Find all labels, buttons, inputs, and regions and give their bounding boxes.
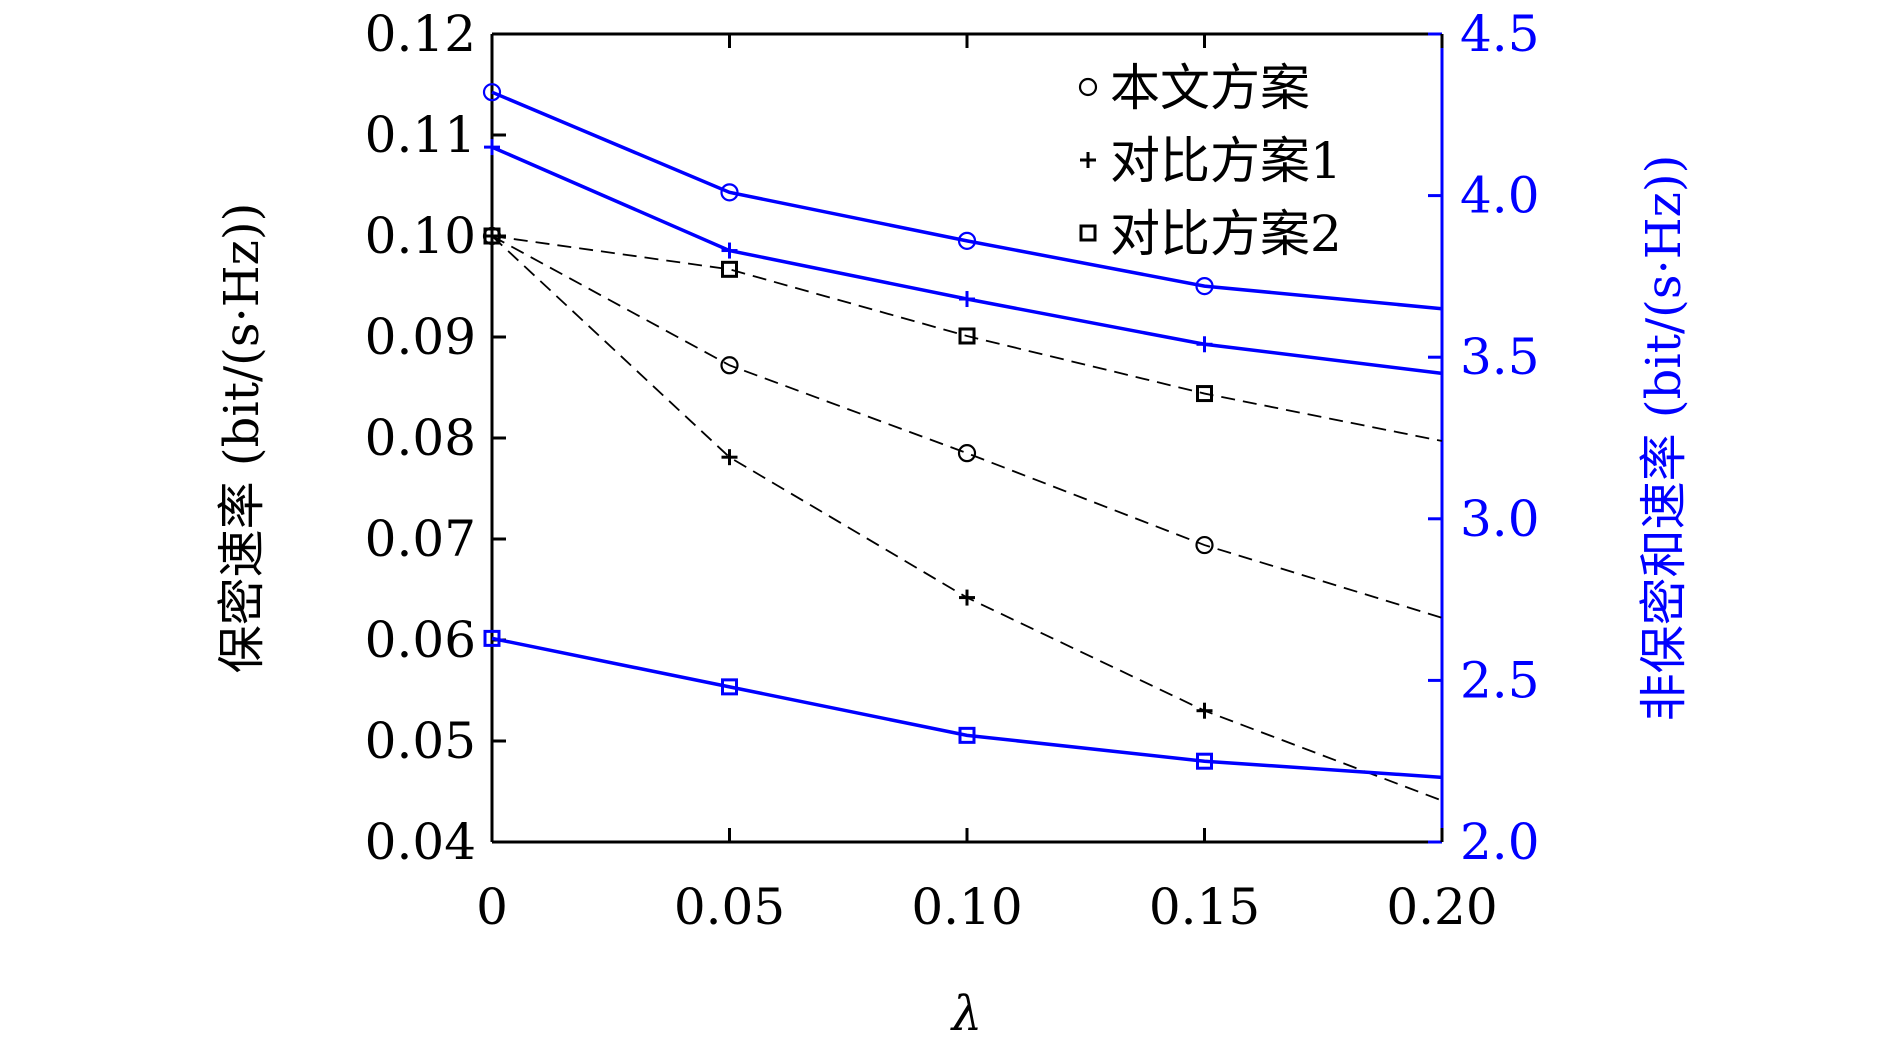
left-y-tick-label: 0.08: [365, 409, 476, 467]
legend-entry-label: 对比方案1: [1110, 132, 1342, 190]
series-line-left-circle: [491, 235, 1443, 619]
left-y-tick-label: 0.04: [365, 813, 476, 871]
plus-marker: [721, 242, 738, 259]
x-tick-label: 0.15: [1149, 878, 1260, 936]
plus-marker: [1196, 702, 1213, 719]
square-marker: [483, 227, 501, 245]
circle-marker: [482, 83, 502, 102]
left-y-tick-label: 0.07: [365, 510, 476, 568]
square-marker: [958, 726, 976, 744]
series-group: [482, 83, 1443, 802]
plus-marker: [959, 589, 975, 606]
series-line-right-square: [491, 636, 1443, 780]
left-y-axis-label: 保密速率 (bit/(s·Hz)): [214, 203, 270, 674]
plus-marker: [721, 449, 738, 466]
right-y-tick-label: 4.0: [1460, 167, 1540, 225]
x-axis-label: λ: [950, 986, 982, 1042]
right-y-tick-label: 2.0: [1460, 813, 1540, 871]
x-tick-label: 0: [476, 878, 508, 936]
left-y-axis: 0.04 0.05 0.06 0.07 0.08 0.09 0.10 0.11 0.12: [365, 5, 506, 871]
series-line-right-circle: [491, 90, 1443, 311]
right-y-tick-label: 3.0: [1460, 490, 1540, 548]
left-y-tick-label: 0.12: [365, 5, 476, 63]
plus-marker: [484, 139, 500, 156]
right-y-axis-label: 非保密和速率 (bit/(s·Hz)): [1636, 155, 1692, 722]
plus-marker: [1196, 336, 1213, 353]
square-marker: [1196, 752, 1213, 770]
left-y-tick-label: 0.05: [365, 712, 476, 770]
circle-marker: [720, 183, 739, 202]
left-y-tick-label: 0.09: [365, 308, 476, 366]
square-marker: [721, 260, 738, 278]
left-y-tick-label: 0.11: [365, 106, 476, 164]
right-y-axis: 2.0 2.5 3.0 3.5 4.0 4.5: [1428, 5, 1540, 871]
left-y-tick-label: 0.10: [365, 207, 476, 265]
series-line-left-square: [491, 235, 1443, 442]
legend-entry-label: 本文方案: [1110, 59, 1310, 117]
square-marker: [483, 629, 501, 647]
square-marker: [1079, 224, 1097, 242]
series-line-left-plus: [491, 235, 1443, 802]
circle-marker: [957, 231, 977, 250]
circle-marker: [1195, 276, 1214, 296]
x-tick-label: 0.10: [911, 878, 1022, 936]
square-marker: [958, 327, 976, 345]
square-marker: [1196, 385, 1213, 403]
plus-marker: [1080, 152, 1096, 168]
square-marker: [721, 678, 738, 696]
left-y-tick-label: 0.06: [365, 611, 476, 669]
legend-entry-label: 对比方案2: [1110, 205, 1342, 263]
right-y-tick-label: 3.5: [1460, 328, 1540, 386]
right-y-tick-label: 2.5: [1460, 651, 1540, 709]
circle-marker: [1078, 77, 1098, 97]
right-y-tick-label: 4.5: [1460, 5, 1540, 63]
x-axis: 0 0.05 0.10 0.15 0.20: [476, 34, 1498, 936]
plus-marker: [959, 291, 975, 308]
circle-marker: [720, 356, 739, 375]
circle-marker: [1195, 535, 1214, 555]
x-tick-label: 0.05: [674, 878, 785, 936]
x-tick-label: 0.20: [1386, 878, 1497, 936]
circle-marker: [957, 444, 977, 463]
